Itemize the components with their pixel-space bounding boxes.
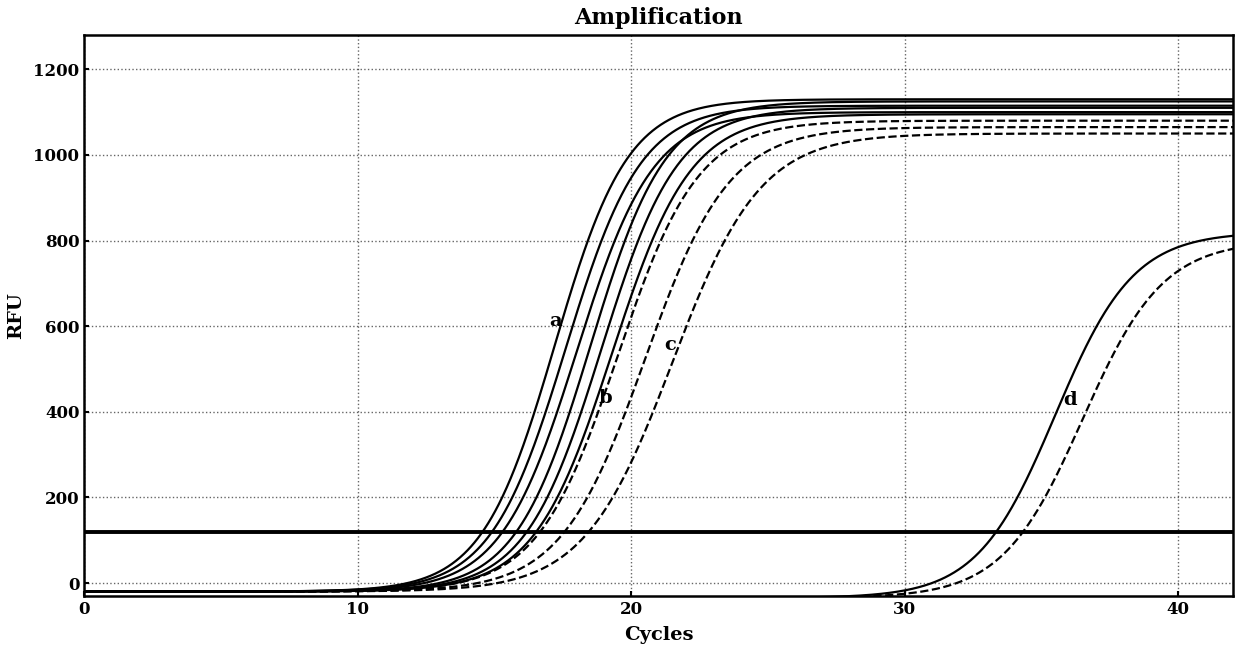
Text: d: d — [1064, 391, 1078, 409]
Text: c: c — [665, 336, 676, 353]
Text: a: a — [549, 312, 562, 330]
Text: b: b — [599, 389, 613, 408]
Title: Amplification: Amplification — [574, 7, 743, 29]
Y-axis label: RFU: RFU — [7, 292, 25, 339]
X-axis label: Cycles: Cycles — [624, 626, 693, 644]
